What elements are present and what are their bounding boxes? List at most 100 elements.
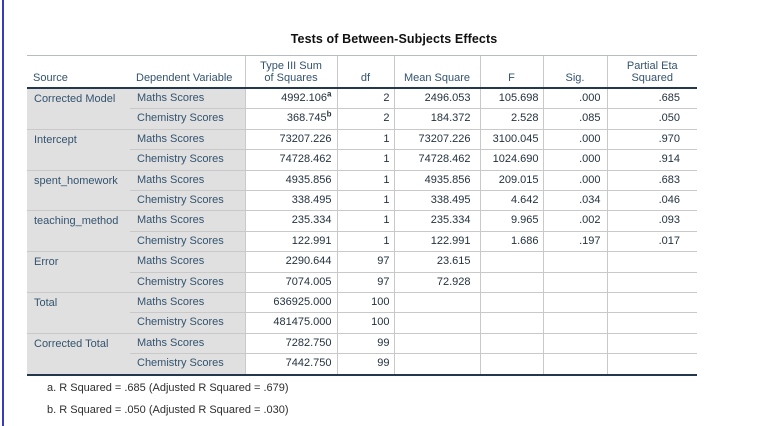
sig-cell [542, 292, 607, 314]
table-row: Chemistry Scores 481475.000 100 [27, 312, 697, 334]
mean-square-cell [393, 353, 480, 376]
sig-cell [542, 251, 607, 273]
dependent-variable-cell: Maths Scores [130, 88, 245, 110]
sum-of-squares-cell: 338.495 [244, 190, 337, 212]
sig-cell: .002 [542, 210, 607, 232]
f-cell: 1024.690 [479, 149, 543, 171]
mean-square-cell: 122.991 [393, 231, 480, 253]
mean-square-cell: 74728.462 [393, 149, 480, 171]
df-cell: 97 [336, 251, 394, 273]
table-row: Chemistry Scores 7074.005 97 72.928 [27, 272, 697, 294]
source-cell: spent_homework [27, 170, 130, 212]
table-row: Corrected Total Maths Scores 7282.750 99 [27, 333, 697, 376]
mean-square-cell [393, 333, 480, 355]
df-cell: 1 [336, 129, 394, 151]
col-header-dependent-variable: Dependent Variable [130, 55, 245, 89]
source-cell: teaching_method [27, 210, 130, 253]
f-cell: 105.698 [479, 88, 543, 110]
col-header-df: df [336, 55, 394, 89]
sum-of-squares-cell: 636925.000 [244, 292, 337, 314]
dependent-variable-cell: Chemistry Scores [130, 231, 245, 253]
sig-cell [542, 312, 607, 334]
sig-cell: .000 [542, 170, 607, 192]
dependent-variable-cell: Maths Scores [130, 333, 245, 355]
col-header-source: Source [27, 55, 130, 89]
partial-eta-squared-cell [606, 272, 697, 294]
df-cell: 99 [336, 333, 394, 355]
f-cell: 9.965 [479, 210, 543, 232]
table-row: Chemistry Scores 7442.750 99 [27, 353, 697, 376]
partial-eta-squared-cell: .685 [606, 88, 697, 110]
df-cell: 100 [336, 292, 394, 314]
footnote-marker: a [327, 89, 332, 99]
mean-square-cell: 338.495 [393, 190, 480, 212]
partial-eta-squared-cell [606, 292, 697, 314]
partial-eta-squared-cell [606, 353, 697, 376]
dependent-variable-cell: Chemistry Scores [130, 312, 245, 334]
source-cell: Total [27, 292, 130, 334]
sig-cell: .000 [542, 88, 607, 110]
sig-cell: .085 [542, 108, 607, 130]
table-row: Corrected Model Maths Scores 4992.106a 2 249… [27, 88, 697, 130]
table-row: Chemistry Scores 74728.462 1 74728.462 1024.… [27, 149, 697, 171]
sum-of-squares-cell: 4992.106a [244, 88, 337, 110]
f-cell: 2.528 [479, 108, 543, 130]
table-row: Total Maths Scores 636925.000 100 [27, 292, 697, 334]
f-cell [479, 333, 543, 355]
f-cell [479, 292, 543, 314]
sig-cell [542, 272, 607, 294]
sig-cell: .197 [542, 231, 607, 253]
dependent-variable-cell: Chemistry Scores [130, 190, 245, 212]
sig-cell: .034 [542, 190, 607, 212]
sum-of-squares-cell: 2290.644 [244, 251, 337, 273]
mean-square-cell: 73207.226 [393, 129, 480, 151]
df-cell: 1 [336, 231, 394, 253]
sum-of-squares-cell: 481475.000 [244, 312, 337, 334]
df-cell: 100 [336, 312, 394, 334]
partial-eta-squared-cell: .970 [606, 129, 697, 151]
dependent-variable-cell: Chemistry Scores [130, 149, 245, 171]
header-row: Source Dependent Variable Type III Sum of … [27, 55, 697, 89]
partial-eta-squared-cell: .914 [606, 149, 697, 171]
col-header-type-iii-sum-of-squares: Type III Sum of Squares [244, 55, 337, 89]
sig-cell [542, 353, 607, 376]
partial-eta-squared-cell: .017 [606, 231, 697, 253]
table-row: spent_homework Maths Scores 4935.856 1 4935.… [27, 170, 697, 212]
mean-square-cell: 4935.856 [393, 170, 480, 192]
source-cell: Error [27, 251, 130, 294]
source-cell: Corrected Total [27, 333, 130, 376]
df-cell: 99 [336, 353, 394, 376]
sum-of-squares-cell: 7282.750 [244, 333, 337, 355]
mean-square-cell [393, 312, 480, 334]
sig-cell: .000 [542, 129, 607, 151]
df-cell: 1 [336, 170, 394, 192]
df-cell: 97 [336, 272, 394, 294]
df-cell: 2 [336, 108, 394, 130]
df-cell: 1 [336, 149, 394, 171]
output-content: Tests of Between-Subjects Effects Source… [27, 0, 697, 426]
dependent-variable-cell: Chemistry Scores [130, 353, 245, 376]
f-cell [479, 353, 543, 376]
dependent-variable-cell: Chemistry Scores [130, 108, 245, 130]
table-row: Chemistry Scores 122.991 1 122.991 1.686.197… [27, 231, 697, 253]
partial-eta-squared-cell [606, 312, 697, 334]
footnote-marker: b [326, 109, 332, 119]
source-cell: Corrected Model [27, 88, 130, 130]
table-row: Intercept Maths Scores 73207.226 1 73207.226… [27, 129, 697, 171]
sum-of-squares-cell: 368.745b [244, 108, 337, 130]
partial-eta-squared-cell: .683 [606, 170, 697, 192]
sig-cell [542, 333, 607, 355]
sum-of-squares-cell: 122.991 [244, 231, 337, 253]
f-cell [479, 312, 543, 334]
f-cell: 3100.045 [479, 129, 543, 151]
partial-eta-squared-cell: .046 [606, 190, 697, 212]
col-header-f: F [479, 55, 543, 89]
table-row: Chemistry Scores 368.745b 2 184.372 2.528.08… [27, 108, 697, 130]
dependent-variable-cell: Maths Scores [130, 129, 245, 151]
mean-square-cell: 72.928 [393, 272, 480, 294]
sum-of-squares-cell: 235.334 [244, 210, 337, 232]
f-cell [479, 251, 543, 273]
f-cell: 1.686 [479, 231, 543, 253]
pane-left-border [2, 0, 4, 426]
anova-table[interactable]: Source Dependent Variable Type III Sum of … [27, 55, 697, 376]
